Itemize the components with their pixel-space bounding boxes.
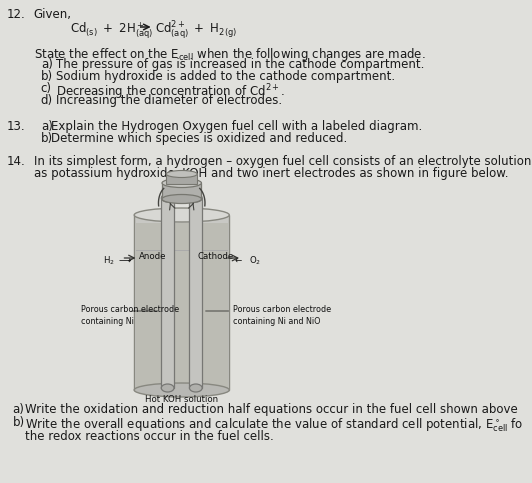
Bar bbox=[134, 215, 229, 390]
Text: Porous carbon electrode
containing Ni: Porous carbon electrode containing Ni bbox=[81, 305, 179, 326]
Ellipse shape bbox=[134, 208, 229, 222]
Text: Anode: Anode bbox=[139, 252, 166, 261]
Ellipse shape bbox=[161, 194, 174, 202]
Text: a): a) bbox=[41, 120, 53, 133]
Text: 14.: 14. bbox=[7, 155, 26, 168]
Text: 12.: 12. bbox=[7, 8, 26, 21]
Ellipse shape bbox=[162, 195, 202, 203]
Text: In its simplest form, a hydrogen – oxygen fuel cell consists of an electrolyte s: In its simplest form, a hydrogen – oxyge… bbox=[34, 155, 532, 168]
Text: as potassium hydroxide, KOH and two inert electrodes as shown in figure below.: as potassium hydroxide, KOH and two iner… bbox=[34, 167, 508, 180]
Text: b): b) bbox=[13, 416, 25, 429]
Text: a): a) bbox=[13, 403, 24, 416]
Text: $\mathrm{Cd_{(s)}\ +\ 2H^+_{(aq)}}$: $\mathrm{Cd_{(s)}\ +\ 2H^+_{(aq)}}$ bbox=[70, 20, 154, 41]
Bar bbox=[136, 223, 228, 388]
Text: b): b) bbox=[41, 70, 53, 83]
Text: the redox reactions occur in the fuel cells.: the redox reactions occur in the fuel ce… bbox=[24, 430, 273, 443]
Text: b): b) bbox=[41, 132, 53, 145]
Text: Write the overall equations and calculate the value of standard cell potential, : Write the overall equations and calculat… bbox=[24, 416, 523, 434]
Text: Explain the Hydrogen Oxygen fuel cell with a labeled diagram.: Explain the Hydrogen Oxygen fuel cell wi… bbox=[52, 120, 422, 133]
Text: Decreasing the concentration of Cd$^{2+}$.: Decreasing the concentration of Cd$^{2+}… bbox=[56, 82, 286, 101]
Text: Hot KOH solution: Hot KOH solution bbox=[145, 395, 218, 404]
Text: Porous carbon electrode
containing Ni and NiO: Porous carbon electrode containing Ni an… bbox=[233, 305, 331, 326]
Text: Sodium hydroxide is added to the cathode compartment.: Sodium hydroxide is added to the cathode… bbox=[56, 70, 395, 83]
Ellipse shape bbox=[134, 383, 229, 397]
Text: The pressure of gas is increased in the cathode compartment.: The pressure of gas is increased in the … bbox=[56, 58, 425, 71]
Bar bbox=[162, 183, 202, 199]
Bar bbox=[161, 198, 174, 388]
Text: d): d) bbox=[41, 94, 53, 107]
Text: Write the oxidation and reduction half equations occur in the fuel cell shown ab: Write the oxidation and reduction half e… bbox=[24, 403, 518, 416]
Text: a): a) bbox=[41, 58, 53, 71]
Text: c): c) bbox=[41, 82, 52, 95]
Text: State the effect on the E$_\mathrm{cell}$ when the following changes are made.: State the effect on the E$_\mathrm{cell}… bbox=[34, 46, 426, 63]
Bar bbox=[166, 174, 197, 184]
Text: Given,: Given, bbox=[34, 8, 72, 21]
Text: 13.: 13. bbox=[7, 120, 26, 133]
Text: $\mathrm{Cd^{2+}_{(aq)}\ +\ H_{2(g)}}$: $\mathrm{Cd^{2+}_{(aq)}\ +\ H_{2(g)}}$ bbox=[155, 20, 237, 42]
Text: Cathode: Cathode bbox=[197, 252, 234, 261]
Ellipse shape bbox=[161, 384, 174, 392]
Ellipse shape bbox=[166, 170, 197, 177]
Ellipse shape bbox=[189, 194, 202, 202]
Text: $\leftarrow$  O$_2$: $\leftarrow$ O$_2$ bbox=[234, 254, 262, 267]
Bar bbox=[189, 198, 202, 388]
Ellipse shape bbox=[162, 179, 202, 187]
Text: Increasing the diameter of electrodes.: Increasing the diameter of electrodes. bbox=[56, 94, 282, 107]
Ellipse shape bbox=[189, 384, 202, 392]
Text: Determine which species is oxidized and reduced.: Determine which species is oxidized and … bbox=[52, 132, 348, 145]
Text: H$_2$ $\longrightarrow$: H$_2$ $\longrightarrow$ bbox=[103, 254, 132, 267]
